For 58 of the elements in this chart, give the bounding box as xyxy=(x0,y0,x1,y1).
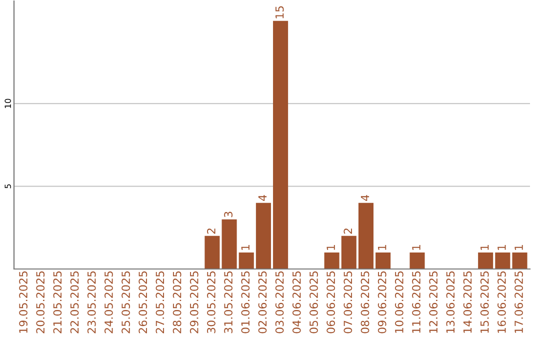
x-tick-label: 31.05.2025 xyxy=(224,271,233,334)
x-tick-label: 11.06.2025 xyxy=(412,271,420,333)
data-label: 1 xyxy=(241,245,250,250)
x-tick-label: 30.05.2025 xyxy=(207,271,216,334)
data-label: 2 xyxy=(344,228,352,234)
data-label: 15 xyxy=(276,6,284,18)
x-tick-label: 10.06.2025 xyxy=(394,271,404,333)
x-tick-label: 13.06.2025 xyxy=(446,271,455,333)
x-tick-label: 02.06.2025 xyxy=(258,271,267,334)
x-tick-label: 01.06.2025 xyxy=(241,271,250,334)
bar xyxy=(256,202,271,269)
x-tick-label: 08.06.2025 xyxy=(360,271,370,334)
x-tick-label: 09.06.2025 xyxy=(378,271,386,334)
x-tick-label: 28.05.2025 xyxy=(172,271,182,334)
x-tick-label: 06.06.2025 xyxy=(326,271,336,334)
x-tick-label: 16.06.2025 xyxy=(497,271,506,333)
bar xyxy=(222,219,237,269)
x-tick-label: 26.05.2025 xyxy=(138,271,148,334)
bar xyxy=(273,20,288,269)
bar xyxy=(324,252,340,269)
bar xyxy=(512,252,528,269)
data-label: 4 xyxy=(360,194,370,201)
x-tick-label: 22.05.2025 xyxy=(70,271,79,334)
data-label: 1 xyxy=(412,245,420,250)
data-label: 1 xyxy=(378,245,386,250)
data-label: 1 xyxy=(514,245,523,250)
x-tick-label: 29.05.2025 xyxy=(190,271,198,334)
data-label: 1 xyxy=(498,245,506,250)
x-tick-label: 24.05.2025 xyxy=(104,271,113,334)
data-label: 2 xyxy=(207,228,216,234)
x-tick-label: 05.06.2025 xyxy=(310,271,318,334)
x-tick-label: 27.05.2025 xyxy=(156,271,164,334)
x-tick-label: 25.05.2025 xyxy=(122,271,130,334)
bar xyxy=(495,252,510,269)
bar xyxy=(478,252,494,269)
x-tick-label: 14.06.2025 xyxy=(463,271,472,333)
data-label: 3 xyxy=(224,212,233,218)
data-label: 4 xyxy=(258,194,267,201)
x-tick-label: 03.06.2025 xyxy=(275,271,284,334)
data-label: 1 xyxy=(326,245,335,250)
bar xyxy=(358,202,374,269)
bar xyxy=(238,252,254,269)
y-tick-label: 5 xyxy=(4,184,11,188)
x-tick-label: 23.05.2025 xyxy=(87,271,96,334)
x-tick-label: 21.05.2025 xyxy=(53,271,62,334)
x-tick-label: 19.05.2025 xyxy=(19,271,28,333)
x-tick-label: 07.06.2025 xyxy=(344,271,352,334)
bar xyxy=(204,236,220,269)
data-label: 1 xyxy=(480,245,489,250)
x-tick-label: 04.06.2025 xyxy=(292,271,301,334)
x-tick-label: 17.06.2025 xyxy=(514,271,523,333)
y-tick-label: 10 xyxy=(4,98,11,108)
bar xyxy=(410,252,425,269)
bar xyxy=(341,236,356,269)
bar xyxy=(376,252,391,269)
x-tick-label: 15.06.2025 xyxy=(480,271,489,333)
x-tick-label: 20.05.2025 xyxy=(36,271,45,334)
x-tick-label: 12.06.2025 xyxy=(429,271,438,333)
